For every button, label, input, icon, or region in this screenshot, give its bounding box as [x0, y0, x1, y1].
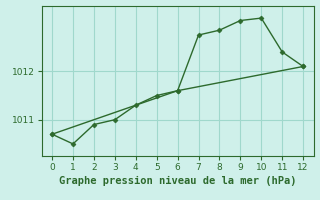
X-axis label: Graphe pression niveau de la mer (hPa): Graphe pression niveau de la mer (hPa)	[59, 176, 296, 186]
